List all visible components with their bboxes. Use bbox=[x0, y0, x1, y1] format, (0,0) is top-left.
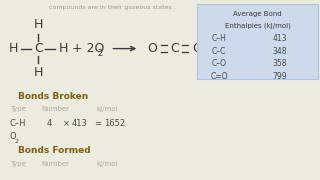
Text: 2: 2 bbox=[15, 139, 19, 144]
Text: Type: Type bbox=[10, 161, 26, 167]
Text: kJ/mol: kJ/mol bbox=[96, 106, 117, 112]
Text: C–H: C–H bbox=[10, 119, 26, 128]
Text: C–O: C–O bbox=[212, 59, 227, 68]
Text: + 2(H: + 2(H bbox=[210, 42, 246, 55]
Text: 799: 799 bbox=[273, 72, 287, 81]
Text: O: O bbox=[10, 132, 16, 141]
Text: 2: 2 bbox=[97, 49, 102, 58]
Text: O: O bbox=[192, 42, 202, 55]
Text: 4: 4 bbox=[46, 119, 52, 128]
FancyBboxPatch shape bbox=[197, 4, 318, 79]
Text: Number: Number bbox=[42, 161, 70, 167]
Text: Bonds Formed: Bonds Formed bbox=[18, 146, 90, 155]
Text: Average Bond: Average Bond bbox=[233, 11, 282, 17]
Text: =: = bbox=[94, 119, 101, 128]
Text: H: H bbox=[9, 42, 18, 55]
Text: kJ/mol: kJ/mol bbox=[96, 161, 117, 167]
Text: C=O: C=O bbox=[211, 72, 228, 81]
Text: C: C bbox=[34, 42, 43, 55]
Text: 413: 413 bbox=[273, 34, 287, 43]
Text: H: H bbox=[34, 18, 43, 31]
Text: C–C: C–C bbox=[212, 47, 226, 56]
Text: H: H bbox=[34, 66, 43, 79]
Text: Type: Type bbox=[10, 106, 26, 112]
Text: O: O bbox=[241, 42, 250, 55]
Text: + 2O: + 2O bbox=[72, 42, 104, 55]
Text: C: C bbox=[170, 42, 179, 55]
Text: 1652: 1652 bbox=[104, 119, 125, 128]
Text: Number: Number bbox=[42, 106, 70, 112]
Text: H: H bbox=[59, 42, 68, 55]
Text: Enthalpies (kJ/mol): Enthalpies (kJ/mol) bbox=[225, 23, 291, 29]
Text: H): H) bbox=[266, 42, 280, 55]
Text: C–H: C–H bbox=[212, 34, 227, 43]
Text: compounds are in their gaseous states .: compounds are in their gaseous states . bbox=[49, 4, 175, 10]
Text: ×: × bbox=[62, 119, 69, 128]
Text: 358: 358 bbox=[273, 59, 287, 68]
Text: O: O bbox=[147, 42, 157, 55]
Text: 413: 413 bbox=[72, 119, 88, 128]
Text: Bonds Broken: Bonds Broken bbox=[18, 92, 88, 101]
Text: 348: 348 bbox=[273, 47, 287, 56]
